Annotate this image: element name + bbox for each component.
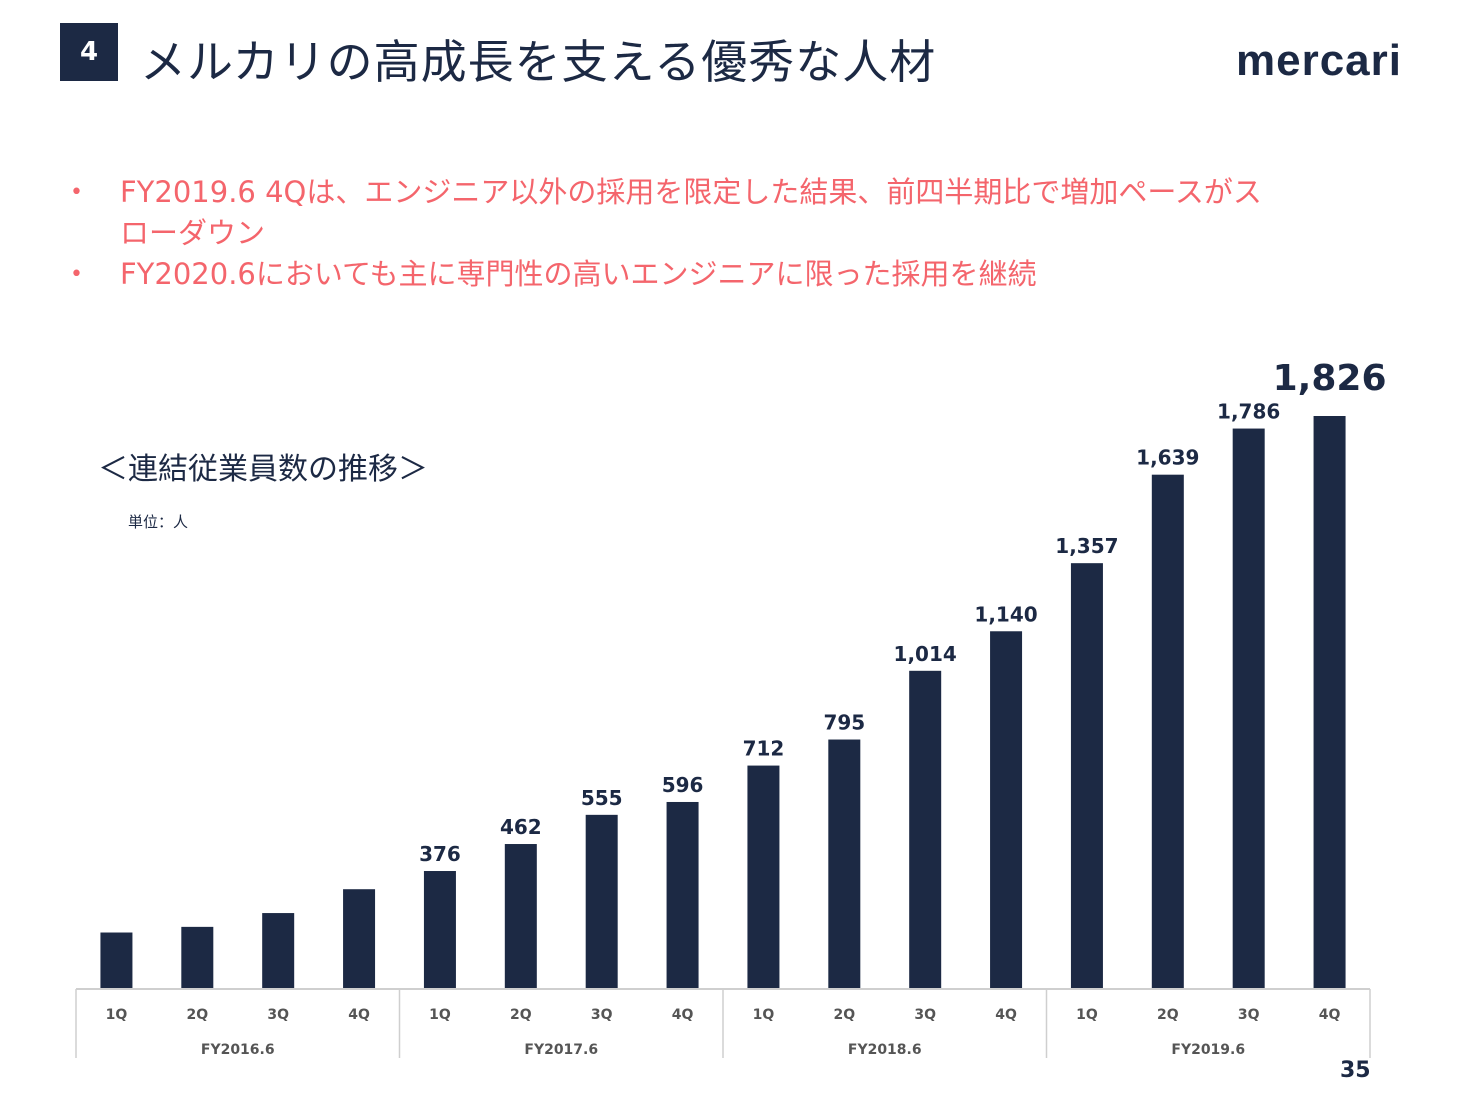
x-tick-label: 1Q bbox=[106, 1007, 128, 1023]
x-tick-label: 4Q bbox=[672, 1007, 694, 1023]
bar-value-label: 1,639 bbox=[1136, 446, 1199, 470]
bar-value-label: 596 bbox=[662, 773, 704, 797]
chart-unit-label: 単位：人 bbox=[128, 513, 189, 531]
bar bbox=[262, 913, 295, 989]
bar bbox=[181, 926, 214, 989]
x-group-label: FY2018.6 bbox=[848, 1042, 922, 1058]
bar-value-label: 1,014 bbox=[894, 642, 957, 666]
bullet-dot-icon: • bbox=[70, 180, 83, 205]
bar-value-label: 555 bbox=[581, 786, 623, 810]
chart-title: ＜連結従業員数の推移＞ bbox=[98, 452, 428, 487]
x-tick-label: 3Q bbox=[591, 1007, 613, 1023]
bullet-text: FY2020.6においても主に専門性の高いエンジニアに限った採用を継続 bbox=[120, 257, 1037, 291]
bar bbox=[1232, 428, 1265, 990]
bar-value-label: 1,786 bbox=[1217, 400, 1280, 424]
x-tick-label: 4Q bbox=[1319, 1007, 1341, 1023]
bullet-dot-icon: • bbox=[70, 262, 83, 287]
bar bbox=[747, 765, 780, 989]
x-tick-label: 2Q bbox=[186, 1007, 208, 1023]
bar bbox=[343, 889, 376, 989]
bar bbox=[828, 739, 861, 989]
slide-title: メルカリの高成長を支える優秀な人材 bbox=[140, 35, 937, 89]
bar-value-label: 1,357 bbox=[1055, 534, 1118, 558]
bar bbox=[990, 631, 1023, 989]
x-tick-label: 2Q bbox=[510, 1007, 532, 1023]
bar bbox=[909, 670, 942, 989]
bar bbox=[1313, 416, 1346, 989]
bar bbox=[504, 844, 537, 989]
x-tick-label: 4Q bbox=[348, 1007, 370, 1023]
bar-value-label: 1,140 bbox=[974, 602, 1037, 626]
bullet-list: • FY2019.6 4Qは、エンジニア以外の採用を限定した結果、前四半期比で増… bbox=[70, 172, 1290, 295]
x-tick-label: 1Q bbox=[753, 1007, 775, 1023]
bar bbox=[100, 932, 133, 989]
page-number: 35 bbox=[1340, 1058, 1371, 1083]
x-group-label: FY2016.6 bbox=[201, 1042, 275, 1058]
bar bbox=[585, 814, 618, 989]
x-tick-label: 3Q bbox=[1238, 1007, 1260, 1023]
bar-value-label: 1,826 bbox=[1273, 358, 1387, 399]
mercari-logo: mercari bbox=[1235, 36, 1402, 85]
x-tick-label: 1Q bbox=[1076, 1007, 1098, 1023]
x-tick-label: 3Q bbox=[267, 1007, 289, 1023]
bar-value-label: 462 bbox=[500, 815, 542, 839]
bar-value-label: 376 bbox=[419, 842, 461, 866]
bullet-item: • FY2020.6においても主に専門性の高いエンジニアに限った採用を継続 bbox=[70, 254, 1290, 295]
bullet-item: • FY2019.6 4Qは、エンジニア以外の採用を限定した結果、前四半期比で増… bbox=[70, 172, 1290, 254]
x-group-label: FY2017.6 bbox=[524, 1042, 598, 1058]
x-tick-label: 2Q bbox=[1157, 1007, 1179, 1023]
bar-value-label: 712 bbox=[743, 737, 785, 761]
bar bbox=[1070, 563, 1103, 989]
x-tick-label: 1Q bbox=[429, 1007, 451, 1023]
bar bbox=[423, 871, 456, 989]
x-tick-label: 3Q bbox=[914, 1007, 936, 1023]
x-tick-label: 2Q bbox=[833, 1007, 855, 1023]
bar bbox=[666, 801, 699, 989]
x-tick-label: 4Q bbox=[995, 1007, 1017, 1023]
x-group-label: FY2019.6 bbox=[1171, 1042, 1245, 1058]
bullet-text: FY2019.6 4Qは、エンジニア以外の採用を限定した結果、前四半期比で増加ペ… bbox=[120, 175, 1262, 250]
bar-value-label: 795 bbox=[823, 711, 865, 735]
bar bbox=[1151, 474, 1184, 989]
section-number-badge: 4 bbox=[60, 23, 118, 81]
